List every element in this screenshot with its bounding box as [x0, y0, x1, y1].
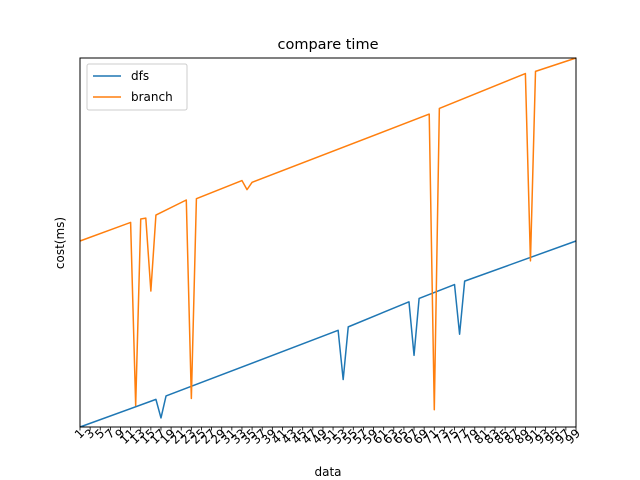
axes-frame: [79, 57, 577, 428]
legend-label-branch: branch: [131, 90, 173, 104]
series-line-branch: [79, 57, 577, 411]
y-axis-label: cost(ms): [53, 217, 67, 269]
series-line-dfs: [79, 240, 577, 428]
legend: dfs branch: [86, 63, 188, 111]
x-axis-label: data: [314, 465, 341, 479]
chart-title: compare time: [278, 37, 379, 53]
legend-label-dfs: dfs: [131, 69, 149, 83]
series-layer: [79, 57, 577, 428]
